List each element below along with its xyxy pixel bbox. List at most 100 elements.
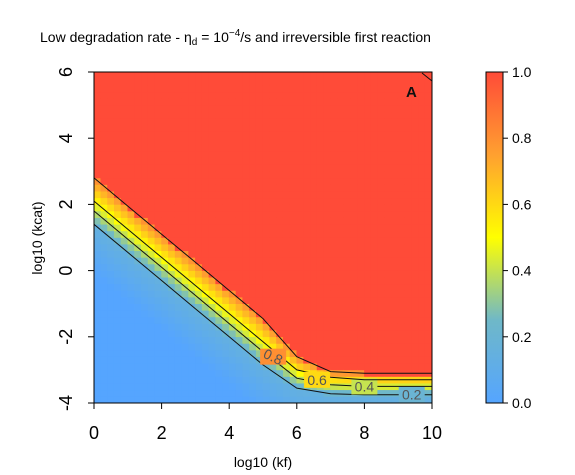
heatmap-cell [296,389,304,397]
heatmap-cell [188,263,196,271]
heatmap-cell [195,257,203,265]
heatmap-cell [337,369,345,377]
heatmap-cell [310,230,318,238]
heatmap-cell [350,290,358,298]
heatmap-cell [418,171,426,179]
heatmap-cell [310,356,318,364]
heatmap-cell [228,257,237,265]
heatmap-cell [107,124,115,132]
heatmap-cell [174,263,183,271]
heatmap-cell [303,283,311,291]
heatmap-cell [127,210,135,218]
heatmap-cell [181,177,189,185]
y-tick-label: 2 [56,199,76,209]
heatmap-cell [222,177,230,185]
heatmap-cell [269,263,277,271]
heatmap-cell [168,329,176,338]
heatmap-cell [370,137,379,146]
heatmap-cell [323,296,331,304]
heatmap-cell [411,230,419,238]
heatmap-cell [337,177,345,185]
heatmap-cell [134,124,142,132]
heatmap-cell [404,263,413,271]
heatmap-cell [397,190,406,199]
heatmap-cell [222,310,230,318]
heatmap-cell [113,369,122,377]
heatmap-cell [235,310,244,318]
heatmap-cell [168,303,176,311]
heatmap-cell [303,111,311,119]
heatmap-cell [296,78,304,86]
heatmap-cell [323,303,331,311]
heatmap-cell [228,190,237,199]
heatmap-cell [235,276,244,285]
heatmap-cell [235,316,244,324]
heatmap-cell [161,111,169,119]
heatmap-cell [242,356,250,364]
heatmap-cell [147,283,156,291]
heatmap-cell [323,316,331,324]
heatmap-cell [208,237,216,245]
heatmap-cell [377,343,385,351]
heatmap-cell [195,157,203,165]
heatmap-cell [411,144,419,152]
heatmap-cell [113,230,122,238]
heatmap-cell [181,124,189,132]
heatmap-cell [181,157,189,165]
heatmap-cell [127,396,135,403]
heatmap-cell [330,78,338,86]
heatmap-cell [397,276,406,285]
heatmap-cell [127,151,135,159]
heatmap-cell [316,316,325,324]
heatmap-cell [357,296,365,304]
heatmap-cell [343,98,352,106]
heatmap-cell [208,84,216,93]
heatmap-cell [343,197,352,205]
heatmap-cell [120,151,129,159]
heatmap-cell [215,223,223,232]
heatmap-cell [181,111,189,119]
heatmap-cell [357,257,365,265]
heatmap-cell [370,177,379,185]
heatmap-cell [100,349,108,357]
heatmap-cell [296,98,304,106]
heatmap-cell [215,144,223,152]
heatmap-cell [397,137,406,146]
heatmap-cell [289,303,298,311]
heatmap-cell [377,257,385,265]
heatmap-cell [384,72,392,79]
heatmap-cell [222,276,230,285]
heatmap-cell [120,177,129,185]
heatmap-cell [120,303,129,311]
heatmap-cell [188,217,196,225]
heatmap-cell [94,184,102,192]
heatmap-cell [418,362,426,371]
heatmap-cell [330,310,338,318]
heatmap-cell [269,329,277,338]
heatmap-cell [330,184,338,192]
heatmap-cell [289,91,298,99]
heatmap-cell [235,296,244,304]
heatmap-cell [255,263,264,271]
heatmap-cell [100,111,108,119]
heatmap-cell [141,290,149,298]
heatmap-cell [94,303,102,311]
heatmap-cell [94,91,102,99]
heatmap-cell [113,283,122,291]
heatmap-cell [357,276,365,285]
heatmap-cell [262,382,271,391]
heatmap-cell [120,290,129,298]
heatmap-cell [215,323,223,331]
heatmap-cell [303,250,311,258]
heatmap-cell [303,131,311,139]
colorbar-tick-label: 0.4 [512,263,532,279]
heatmap-cell [296,137,304,146]
heatmap-cell [269,276,277,285]
contour-line [94,210,432,387]
heatmap-cell [215,389,223,397]
heatmap-cell [113,263,122,271]
heatmap-cell [113,276,122,285]
heatmap-cell [296,316,304,324]
heatmap-cell [107,151,115,159]
heatmap-cell [262,316,271,324]
